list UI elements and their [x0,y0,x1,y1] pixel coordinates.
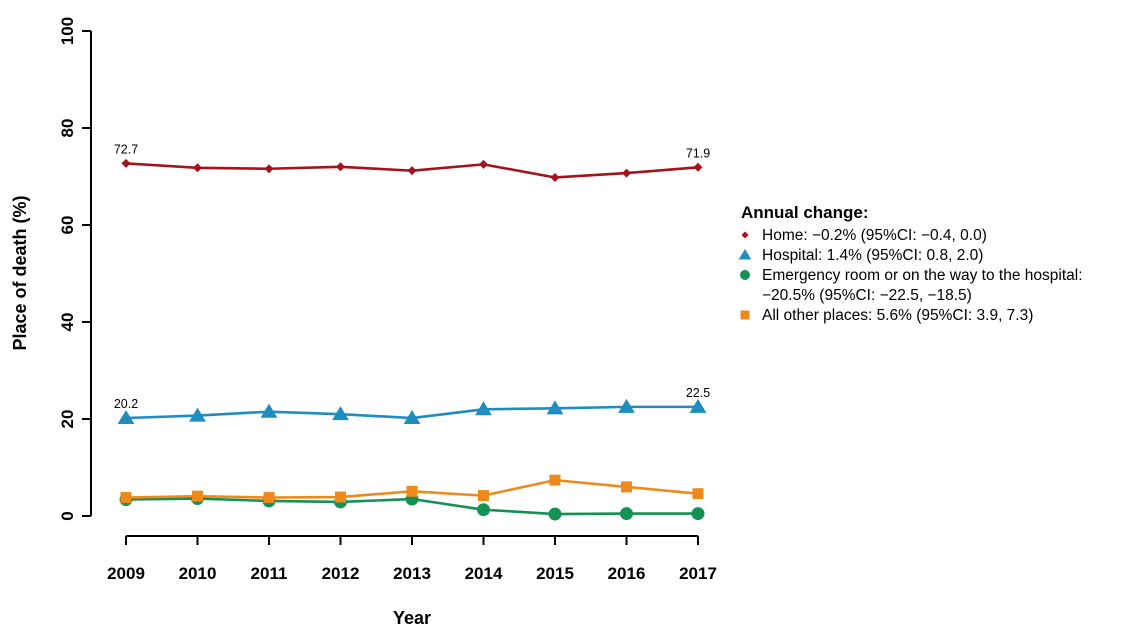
x-tick-label: 2016 [608,564,646,583]
data-label: 22.5 [686,386,710,400]
data-point-emergency [548,507,562,521]
data-label: 20.2 [114,397,138,411]
annotations: 72.7 71.9 20.2 22.5 [114,142,710,411]
legend-marker-hospital [738,249,752,260]
legend-marker-emergency [740,270,750,280]
data-point-emergency [477,503,490,517]
data-point-other [120,492,132,504]
data-point-home [121,158,131,168]
data-point-home [193,163,202,173]
data-point-other [692,488,704,500]
y-tick-label: 100 [58,17,77,45]
legend-label: Home: −0.2% (95%CI: −0.4, 0.0) [762,227,987,244]
legend-label: Hospital: 1.4% (95%CI: 0.8, 2.0) [762,247,983,264]
data-point-home [479,159,488,169]
legend-item-home: Home: −0.2% (95%CI: −0.4, 0.0) [741,227,987,244]
data-point-home [622,168,631,178]
data-point-other [263,492,275,504]
y-axis-title: Place of death (%) [10,195,30,350]
data-point-hospital [475,401,492,416]
data-point-home [336,162,345,172]
series-other [120,474,704,504]
data-point-home [407,166,417,176]
x-tick-label: 2013 [393,564,431,583]
legend-label: Emergency room or on the way to the hosp… [762,267,1083,284]
data-point-hospital [189,407,206,422]
data-label: 72.7 [114,142,138,156]
legend-label: All other places: 5.6% (95%CI: 3.9, 7.3) [762,307,1033,324]
legend-label: −20.5% (95%CI: −22.5, −18.5) [762,287,972,304]
legend-marker-other [740,310,750,320]
data-point-other [335,491,346,503]
data-label: 71.9 [686,146,710,160]
series-home [121,158,703,182]
data-point-emergency [620,507,633,521]
axes: 0 20 40 60 80 100 2009 2010 2011 2012 2013 2014 2015… [58,17,717,583]
data-point-hospital [332,406,349,421]
y-tick-label: 40 [58,313,77,332]
y-tick-label: 0 [58,511,77,520]
x-tick-label: 2014 [465,564,503,583]
x-tick-label: 2011 [251,564,288,583]
y-tick-label: 60 [58,216,77,235]
data-point-other [192,490,203,502]
data-point-hospital [689,398,707,413]
data-point-other [621,481,632,493]
y-tick-label: 80 [58,119,77,138]
y-tick-label: 20 [58,410,77,429]
legend: Annual change: Home: −0.2% (95%CI: −0.4,… [738,203,1083,324]
x-tick-label: 2009 [107,564,145,583]
x-tick-label: 2012 [322,564,360,583]
data-point-hospital [546,400,564,415]
legend-item-emergency: Emergency room or on the way to the hosp… [740,267,1083,304]
legend-item-hospital: Hospital: 1.4% (95%CI: 0.8, 2.0) [738,247,983,264]
data-point-home [693,162,703,172]
x-tick-label: 2017 [679,564,717,583]
series-layer [117,158,707,521]
legend-item-other: All other places: 5.6% (95%CI: 3.9, 7.3) [740,307,1033,324]
data-point-home [264,164,274,174]
data-point-hospital [117,410,135,425]
x-tick-label: 2015 [536,564,574,583]
x-tick-label: 2010 [179,564,217,583]
legend-title: Annual change: [741,203,869,222]
data-point-hospital [403,410,421,425]
data-point-other [478,490,489,502]
data-point-home [550,172,560,182]
data-point-other [406,485,418,497]
data-point-other [549,474,561,486]
legend-marker-home [741,231,749,239]
data-point-emergency [691,507,705,521]
data-point-hospital [618,398,635,413]
series-hospital [117,398,707,425]
x-axis-title: Year [393,608,431,626]
data-point-hospital [260,403,278,418]
